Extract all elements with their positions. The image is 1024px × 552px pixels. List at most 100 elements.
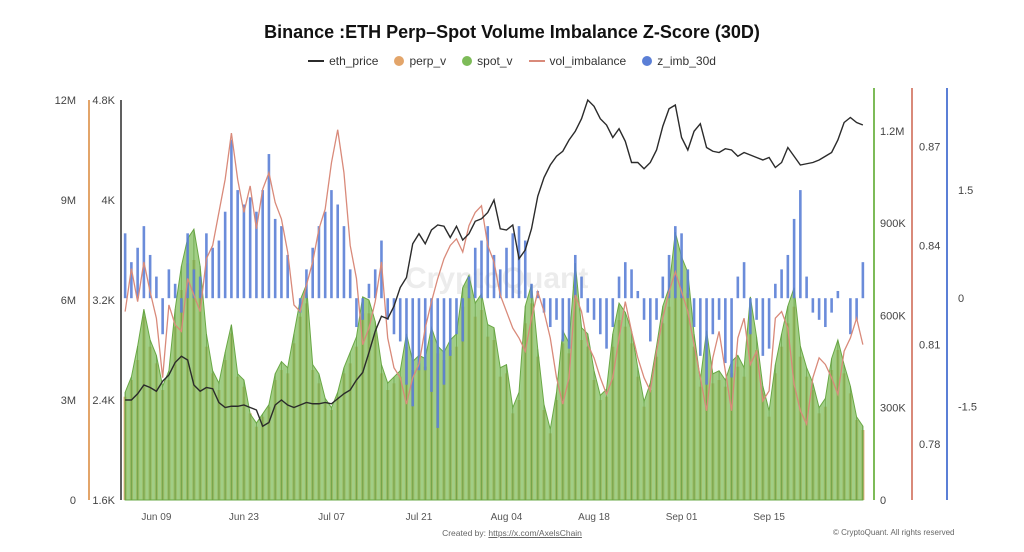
footer-credit-link[interactable]: https://x.com/AxelsChain [488,528,582,538]
z-imb-30d-bar [655,298,658,320]
x-tick-label: Aug 04 [491,512,523,523]
footer-credit: Created by: https://x.com/AxelsChain [0,528,1024,538]
perp-v-axis-tick-label: 12M [55,95,76,107]
z-imb-30d-bar [511,233,515,299]
z-imb-axis-ticks: -1.5 0 1.5 [958,185,977,413]
z-imb-30d-bar [661,276,665,299]
z-imb-30d-bar [630,269,633,299]
legend-line-icon [308,60,325,62]
z-imb-30d-bar [236,190,239,299]
vol-imbalance-axis-tick-label: 0.78 [919,439,940,451]
z-imb-30d-bar [355,298,358,328]
z-imb-30d-bar [473,247,477,299]
z-imb-30d-bar [386,298,390,320]
vol-imbalance-axis-tick-label: 0.87 [919,141,940,153]
legend-label: z_imb_30d [657,54,716,68]
z-imb-30d-bar [598,298,602,335]
z-imb-30d-bar [536,290,540,299]
x-tick-label: Jul 21 [406,512,433,523]
z-imb-axis-tick-label: -1.5 [958,401,977,413]
x-tick-label: Jul 07 [318,512,345,523]
z-imb-30d-bar [586,298,590,313]
z-imb-30d-bar [330,190,333,299]
z-imb-30d-bar [367,283,371,299]
z-imb-30d-bar [198,276,202,299]
spot-v-bars [124,229,864,500]
z-imb-30d-bar [861,262,865,299]
z-imb-30d-bar [486,226,490,299]
spot-v-axis-tick-label: 0 [880,495,886,507]
legend-item-perp-v[interactable]: perp_v [394,54,446,68]
legend-item-eth-price[interactable]: eth_price [308,54,378,68]
legend-item-spot-v[interactable]: spot_v [462,54,513,68]
legend-dot-icon [462,56,473,66]
z-imb-30d-bar [417,298,421,371]
x-tick-label: Jun 23 [229,512,259,523]
z-imb-30d-bar [817,298,821,320]
x-tick-label: Aug 18 [578,512,610,523]
z-imb-30d-bar [636,290,640,299]
perp-v-axis-tick-label: 3M [61,395,76,407]
z-imb-30d-bar [692,298,696,328]
eth-price-axis-ticks: 1.6K 2.4K 3.2K 4K 4.8K [92,95,115,507]
z-imb-30d-bar [792,218,796,299]
z-imb-30d-bar [548,298,552,328]
x-tick-label: Jun 09 [141,512,171,523]
z-imb-30d-bar [186,233,189,299]
spot-v-axis-tick-label: 1.2M [880,126,904,138]
z-imb-30d-bar [730,298,733,378]
z-imb-axis-tick-label: 1.5 [958,185,973,197]
z-imb-30d-bar [342,226,346,299]
z-imb-30d-bar [155,276,158,299]
z-imb-30d-bar [205,233,208,299]
vol-imbalance-axis-tick-label: 0.84 [919,241,940,253]
z-imb-30d-bar [855,298,858,320]
spot-v-axis-ticks: 0 300K 600K 900K 1.2M [880,126,906,507]
z-imb-30d-bar [211,247,214,299]
z-imb-30d-bar [180,298,183,313]
z-imb-30d-bar [148,254,152,299]
z-imb-30d-bar [242,204,246,299]
z-imb-30d-bar [436,298,440,428]
z-imb-30d-bar [255,211,258,299]
z-imb-30d-bar [830,298,833,313]
z-imb-30d-bar [273,218,277,299]
z-imb-30d-bar [824,298,827,328]
z-imb-30d-bar [123,233,127,299]
z-imb-30d-bar [517,226,521,299]
z-imb-30d-bar [167,269,171,299]
z-imb-30d-bar [430,298,433,392]
z-imb-30d-bar [455,298,458,335]
eth-price-line [125,98,864,428]
z-imb-30d-bar [649,298,652,342]
perp-v-axis-ticks: 0 3M 6M 9M 12M [55,95,76,507]
legend-label: spot_v [477,54,513,68]
spot-v-axis-tick-label: 600K [880,310,906,322]
z-imb-30d-bar [280,226,283,299]
z-imb-30d-bar [498,269,502,299]
legend-item-z-imb-30d[interactable]: z_imb_30d [642,54,716,68]
z-imb-30d-bar [567,298,571,349]
perp-v-axis-tick-label: 0 [70,495,76,507]
z-imb-30d-bar [392,298,396,335]
z-imb-30d-bar [461,298,465,342]
x-tick-label: Sep 01 [666,512,698,523]
z-imb-30d-bar [724,298,727,364]
z-imb-30d-bar [811,298,815,313]
z-imb-30d-bar [442,298,446,385]
z-imb-30d-bar [311,247,314,299]
z-imb-30d-bars [123,139,865,428]
z-imb-30d-bar [711,298,715,335]
legend-item-vol-imbalance[interactable]: vol_imbalance [528,54,626,68]
eth-price-axis-tick-label: 3.2K [92,295,115,307]
z-imb-30d-bar [267,154,271,299]
z-imb-30d-bar [423,298,427,371]
perp-v-axis-tick-label: 6M [61,295,76,307]
z-imb-30d-bar [755,298,758,320]
z-imb-30d-bar [799,190,802,299]
z-imb-30d-bar [705,298,708,385]
z-imb-30d-bar [467,276,471,299]
legend-dot-icon [394,56,405,66]
z-imb-30d-bar [623,262,627,299]
spot-v-axis-tick-label: 900K [880,218,906,230]
